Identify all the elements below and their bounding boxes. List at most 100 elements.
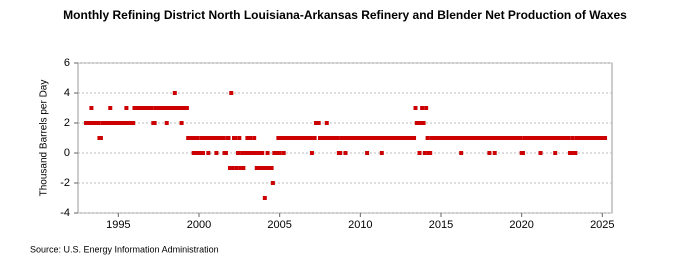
data-point bbox=[308, 136, 313, 140]
data-point bbox=[163, 106, 168, 110]
chart-title: Monthly Refining District North Louisian… bbox=[63, 8, 627, 22]
y-tick-label: 4 bbox=[64, 87, 70, 99]
y-tick-label: -4 bbox=[60, 207, 70, 219]
data-point bbox=[229, 91, 234, 95]
data-point bbox=[486, 136, 491, 140]
data-point bbox=[537, 136, 542, 140]
data-point bbox=[149, 106, 154, 110]
data-point bbox=[261, 166, 266, 170]
data-point bbox=[248, 136, 253, 140]
x-tick-label: 2000 bbox=[187, 219, 211, 231]
data-point bbox=[424, 106, 429, 110]
data-point bbox=[492, 151, 497, 155]
data-point bbox=[250, 151, 255, 155]
data-point bbox=[257, 151, 262, 155]
data-point bbox=[323, 136, 328, 140]
data-point bbox=[201, 151, 206, 155]
data-point bbox=[108, 106, 113, 110]
data-point bbox=[198, 151, 203, 155]
data-point bbox=[270, 181, 275, 185]
data-point bbox=[553, 151, 558, 155]
x-tick-label: 2005 bbox=[267, 219, 291, 231]
data-point bbox=[221, 136, 226, 140]
data-point bbox=[538, 151, 543, 155]
x-tick-label: 2020 bbox=[509, 219, 533, 231]
data-point bbox=[190, 136, 195, 140]
x-tick-label: 2025 bbox=[590, 219, 614, 231]
data-point bbox=[240, 151, 245, 155]
data-point bbox=[276, 136, 281, 140]
data-point bbox=[277, 151, 282, 155]
data-point bbox=[213, 136, 218, 140]
x-tick-label: 1995 bbox=[106, 219, 130, 231]
data-point bbox=[106, 121, 111, 125]
data-point bbox=[487, 151, 492, 155]
data-point bbox=[123, 121, 128, 125]
x-tick-label: 2010 bbox=[348, 219, 372, 231]
data-point bbox=[324, 121, 329, 125]
data-point bbox=[316, 121, 321, 125]
data-point bbox=[421, 121, 426, 125]
data-point bbox=[230, 166, 235, 170]
data-point bbox=[281, 151, 286, 155]
data-point bbox=[274, 151, 279, 155]
data-point bbox=[343, 151, 348, 155]
data-point bbox=[412, 136, 417, 140]
data-point bbox=[246, 151, 251, 155]
y-tick-label: 2 bbox=[64, 117, 70, 129]
data-point bbox=[258, 166, 263, 170]
data-point bbox=[236, 151, 241, 155]
data-point bbox=[223, 151, 228, 155]
data-point bbox=[417, 151, 422, 155]
data-point bbox=[459, 151, 464, 155]
data-point bbox=[241, 166, 246, 170]
x-tick-label: 2015 bbox=[429, 219, 453, 231]
data-point bbox=[253, 151, 258, 155]
data-point bbox=[428, 151, 433, 155]
data-point bbox=[312, 136, 317, 140]
data-point bbox=[194, 151, 199, 155]
data-point bbox=[233, 136, 238, 140]
data-point bbox=[491, 136, 496, 140]
data-point bbox=[425, 136, 430, 140]
data-point bbox=[566, 136, 571, 140]
y-tick-label: 0 bbox=[64, 147, 70, 159]
data-point bbox=[335, 136, 340, 140]
data-point bbox=[237, 136, 242, 140]
data-point bbox=[206, 151, 211, 155]
data-point bbox=[309, 151, 314, 155]
data-point bbox=[418, 121, 423, 125]
data-point bbox=[338, 151, 343, 155]
data-point bbox=[262, 196, 267, 200]
data-point bbox=[256, 166, 261, 170]
data-point bbox=[179, 121, 184, 125]
data-point bbox=[422, 151, 427, 155]
data-point bbox=[413, 106, 418, 110]
data-point bbox=[96, 121, 101, 125]
data-point bbox=[260, 151, 265, 155]
y-tick-label: -2 bbox=[60, 177, 70, 189]
data-point bbox=[603, 136, 608, 140]
data-point bbox=[252, 136, 257, 140]
data-point bbox=[379, 151, 384, 155]
data-point bbox=[88, 121, 93, 125]
data-point bbox=[124, 106, 129, 110]
source-note: Source: U.S. Energy Information Administ… bbox=[30, 244, 219, 254]
data-point bbox=[280, 136, 285, 140]
y-tick-label: 6 bbox=[64, 57, 70, 69]
data-point bbox=[152, 121, 157, 125]
data-point bbox=[171, 106, 176, 110]
data-point bbox=[416, 121, 421, 125]
data-point bbox=[214, 151, 219, 155]
data-point bbox=[234, 166, 239, 170]
data-point bbox=[551, 136, 556, 140]
y-axis-label: Thousand Barrels per Day bbox=[39, 80, 50, 197]
data-point bbox=[420, 106, 425, 110]
data-point bbox=[192, 136, 197, 140]
data-point bbox=[342, 136, 347, 140]
data-point bbox=[569, 151, 574, 155]
data-point bbox=[227, 166, 232, 170]
data-point bbox=[195, 136, 200, 140]
